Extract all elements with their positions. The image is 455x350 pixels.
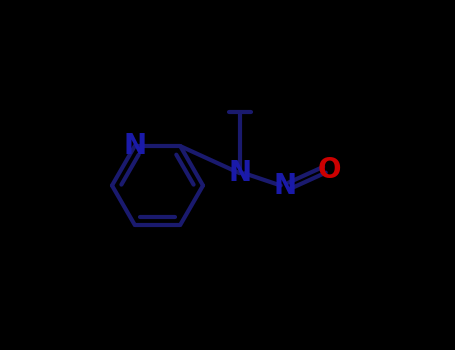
Text: N: N xyxy=(228,159,251,187)
Text: N: N xyxy=(123,132,147,160)
Text: N: N xyxy=(274,172,297,200)
Text: O: O xyxy=(317,156,341,184)
